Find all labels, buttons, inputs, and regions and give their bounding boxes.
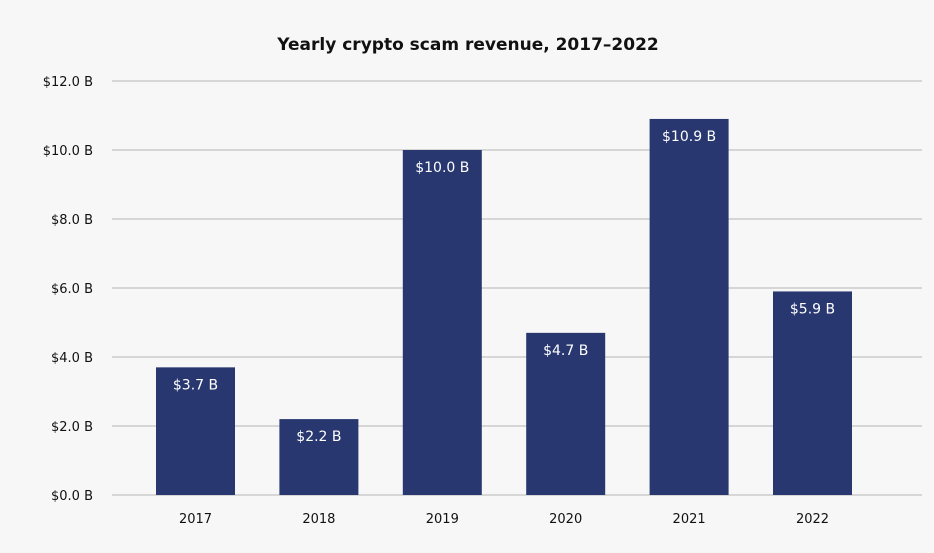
bars: $3.7 B $2.2 B $10.0 B $4.7 B $10.9 B $5.9 B (156, 118, 852, 495)
x-tick-label: 2022 (796, 512, 829, 527)
gridlines (112, 80, 922, 496)
bar-2018 (279, 419, 359, 495)
data-label: $2.2 B (296, 429, 341, 445)
y-axis: $0.0 B $2.0 B $4.0 B $6.0 B $8.0 B $10.0 B $12… (43, 75, 93, 504)
chart-title: Yearly crypto scam revenue, 2017–2022 (276, 35, 658, 55)
y-tick-label: $6.0 B (51, 282, 93, 297)
x-tick-label: 2017 (179, 512, 212, 527)
x-tick-label: 2019 (426, 512, 459, 527)
data-label: $4.7 B (543, 343, 588, 359)
x-tick-label: 2020 (549, 512, 582, 527)
y-tick-label: $2.0 B (51, 420, 93, 435)
y-tick-label: $8.0 B (51, 213, 93, 228)
data-label: $5.9 B (790, 301, 835, 317)
bar-2020 (526, 332, 606, 495)
x-axis: 2017 2018 2019 2020 2021 2022 (179, 512, 829, 527)
y-tick-label: $0.0 B (51, 489, 93, 504)
y-tick-label: $10.0 B (43, 144, 93, 159)
bar-2017 (156, 367, 235, 495)
data-label: $3.7 B (173, 377, 218, 393)
bar-2021 (649, 118, 729, 495)
x-tick-label: 2021 (673, 512, 706, 527)
data-label: $10.9 B (662, 129, 716, 145)
bar-2022 (773, 291, 852, 495)
y-tick-label: $4.0 B (51, 351, 93, 366)
data-label: $10.0 B (415, 160, 469, 176)
x-tick-label: 2018 (302, 512, 335, 527)
bar-2019 (402, 150, 482, 495)
y-tick-label: $12.0 B (43, 75, 93, 90)
